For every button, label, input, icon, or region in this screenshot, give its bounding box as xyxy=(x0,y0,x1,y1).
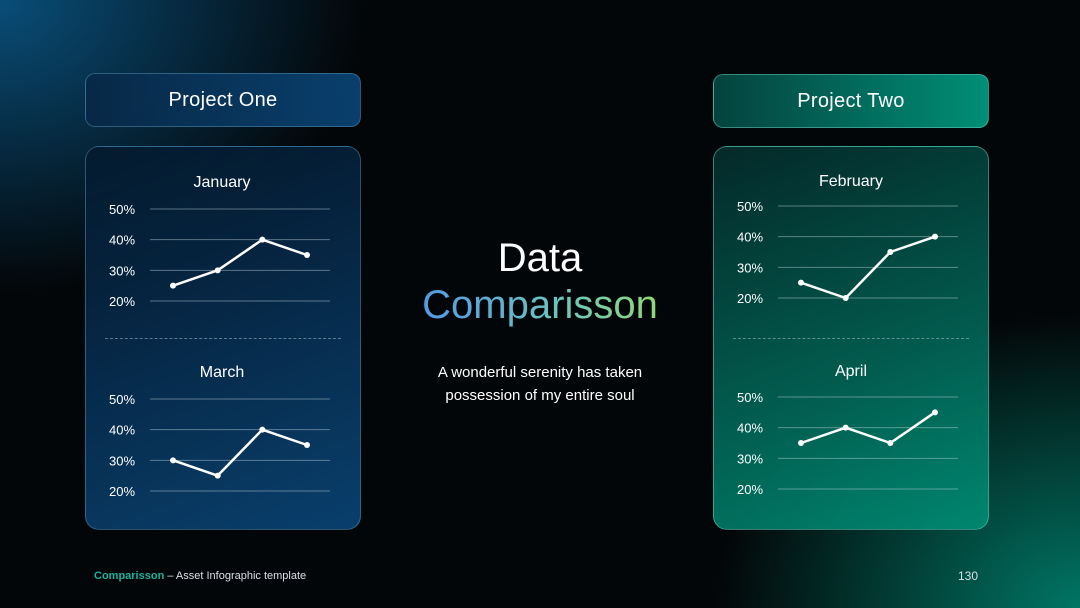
y-tick-label: 20% xyxy=(737,482,763,497)
data-point xyxy=(304,252,310,258)
chart-title-april: April xyxy=(834,363,867,380)
y-tick-label: 40% xyxy=(737,230,763,245)
subtitle-line-2: possession of my entire soul xyxy=(445,387,635,404)
footer-brand: Comparisson xyxy=(94,570,165,582)
chart-title-january: January xyxy=(193,174,251,191)
chart-april: 50% 40% 30% 20% xyxy=(737,390,958,497)
chart-february: 50% 40% 30% 20% xyxy=(737,199,958,306)
project-two-panel xyxy=(713,146,989,530)
data-point xyxy=(932,409,938,416)
project-two-header: Project Two xyxy=(713,74,989,128)
series-line xyxy=(800,411,936,445)
series-line xyxy=(172,428,308,477)
data-point xyxy=(214,472,221,479)
slide-title-data: Data xyxy=(497,236,583,280)
y-tick-label: 30% xyxy=(737,451,763,466)
project-one-header: Project One xyxy=(85,73,361,127)
y-tick-label: 30% xyxy=(109,263,135,278)
data-point xyxy=(214,267,221,274)
slide-subtitle: A wonderful serenity has taken possessio… xyxy=(400,361,680,407)
data-point xyxy=(259,426,266,433)
data-point xyxy=(304,442,310,448)
data-point xyxy=(842,295,849,301)
chart-january: 50% 40% 30% 20% xyxy=(109,202,330,309)
series-line xyxy=(172,238,308,287)
project-two-label: Project Two xyxy=(797,89,905,112)
footer-text: – Asset Infographic template xyxy=(164,570,307,582)
data-point xyxy=(887,440,894,446)
data-point xyxy=(798,279,804,286)
data-point xyxy=(170,282,176,289)
y-tick-label: 50% xyxy=(109,202,135,217)
y-tick-label: 50% xyxy=(109,392,135,407)
project-one-panel xyxy=(85,146,361,530)
page-number: 130 xyxy=(957,569,978,583)
footer: Comparisson – Asset Infographic template xyxy=(94,570,306,582)
y-tick-label: 40% xyxy=(109,423,135,438)
left-divider xyxy=(105,338,341,339)
data-point xyxy=(887,249,894,255)
y-tick-label: 40% xyxy=(737,421,763,436)
right-divider xyxy=(733,338,969,339)
y-tick-label: 20% xyxy=(109,484,135,499)
data-point xyxy=(798,440,804,446)
data-point xyxy=(170,457,176,464)
y-tick-label: 50% xyxy=(737,390,763,405)
series-line xyxy=(800,235,936,300)
data-point xyxy=(259,236,266,243)
chart-title-march: March xyxy=(199,364,245,381)
y-tick-label: 40% xyxy=(109,233,135,248)
y-tick-label: 20% xyxy=(737,291,763,306)
chart-title-february: February xyxy=(818,173,884,190)
chart-march: 50% 40% 30% 20% xyxy=(109,392,330,499)
data-point xyxy=(932,233,938,240)
y-tick-label: 50% xyxy=(737,199,763,214)
y-tick-label: 30% xyxy=(109,453,135,468)
slide-title-comparisson: Comparisson xyxy=(380,283,700,328)
subtitle-line-1: A wonderful serenity has taken xyxy=(437,364,643,381)
y-tick-label: 20% xyxy=(109,294,135,309)
project-one-label: Project One xyxy=(168,88,278,111)
data-point xyxy=(842,424,849,431)
y-tick-label: 30% xyxy=(737,260,763,275)
